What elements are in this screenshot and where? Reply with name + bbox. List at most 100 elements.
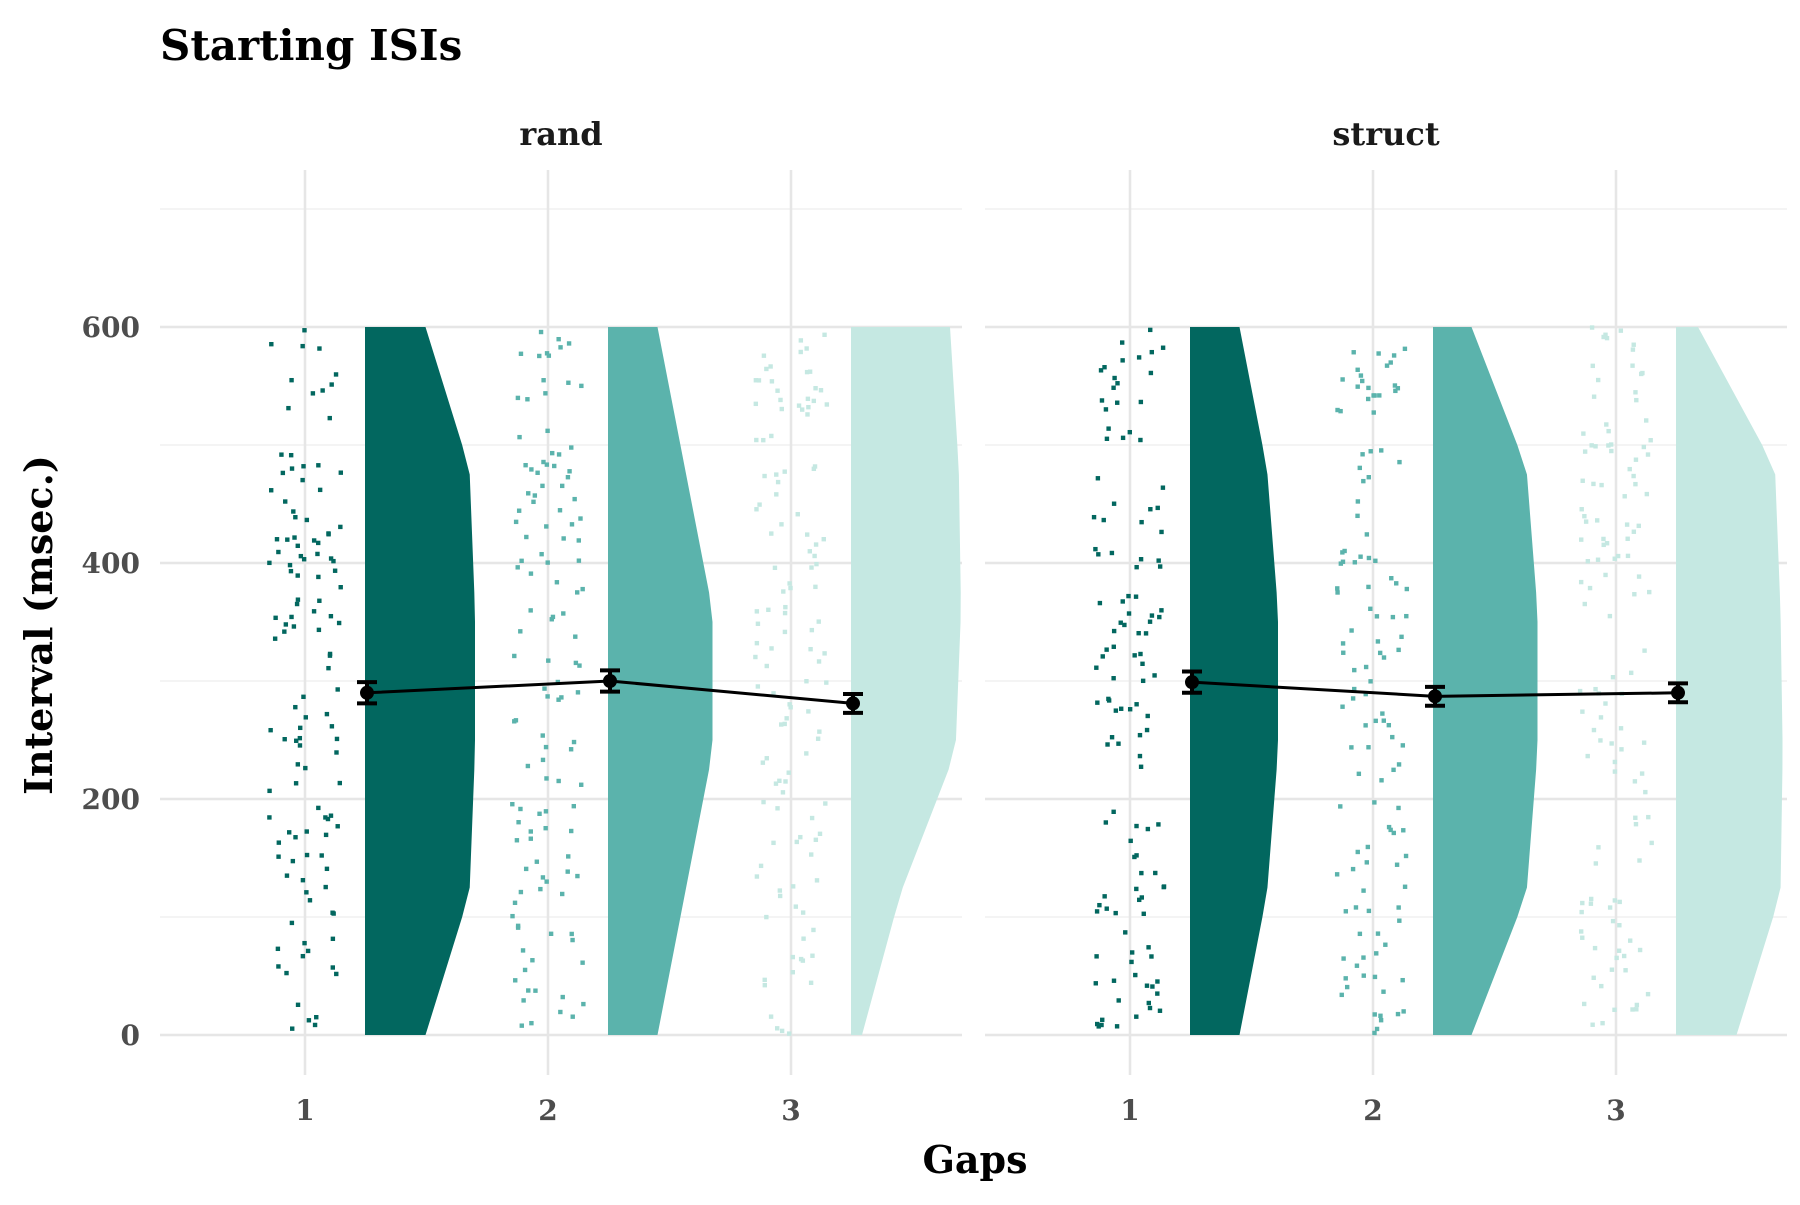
data-point	[1644, 491, 1650, 497]
data-point	[1341, 956, 1346, 961]
data-point	[1094, 954, 1099, 959]
data-point	[1133, 972, 1138, 978]
data-point	[815, 736, 821, 741]
data-point	[1134, 1014, 1139, 1019]
data-point	[1400, 743, 1406, 748]
data-point	[1388, 827, 1393, 833]
data-point	[1390, 734, 1395, 740]
data-point	[267, 788, 272, 794]
data-point	[804, 532, 810, 537]
data-point	[1603, 701, 1608, 706]
data-point	[581, 1001, 586, 1007]
data-point	[1591, 394, 1597, 399]
data-point	[1396, 762, 1402, 767]
data-point	[1134, 823, 1139, 829]
data-point	[1384, 363, 1390, 368]
data-point	[295, 573, 300, 578]
data-point	[1374, 1026, 1380, 1032]
data-point	[762, 982, 768, 988]
data-point	[282, 629, 287, 634]
data-point	[1126, 593, 1131, 599]
data-point	[756, 378, 762, 383]
data-point	[1599, 983, 1604, 989]
data-point	[1115, 400, 1120, 405]
data-point	[1375, 639, 1381, 644]
data-point	[334, 750, 339, 755]
data-point	[331, 558, 336, 564]
data-point	[328, 556, 334, 561]
data-point	[1372, 393, 1377, 398]
error-bar	[1182, 669, 1202, 695]
data-point	[1386, 824, 1392, 830]
data-point	[295, 597, 301, 602]
data-point	[1350, 866, 1356, 872]
data-point	[1580, 900, 1585, 906]
data-point	[1631, 473, 1636, 479]
data-point	[543, 744, 549, 750]
data-point	[305, 948, 311, 954]
data-point	[282, 737, 287, 742]
data-point	[1615, 553, 1621, 559]
data-point	[1397, 918, 1402, 923]
data-point	[1366, 555, 1372, 561]
data-point	[1355, 367, 1360, 372]
data-point	[332, 568, 338, 573]
data-point	[577, 663, 582, 668]
data-point	[518, 806, 523, 812]
data-point	[286, 405, 291, 411]
data-point	[276, 549, 281, 555]
data-point	[1618, 328, 1624, 333]
data-point	[1361, 955, 1366, 960]
data-point	[1103, 407, 1109, 412]
data-point	[1105, 742, 1110, 747]
data-point	[1150, 984, 1155, 989]
data-point	[790, 970, 795, 975]
data-point	[761, 353, 767, 358]
data-point	[328, 813, 334, 818]
data-point	[1604, 335, 1610, 341]
data-point	[779, 406, 784, 412]
data-point	[306, 1018, 312, 1023]
mean-point	[1428, 689, 1442, 704]
data-point	[1609, 741, 1614, 746]
data-point	[528, 571, 534, 576]
data-point	[1352, 686, 1357, 692]
data-point	[298, 553, 304, 559]
data-point	[267, 815, 272, 820]
data-point	[771, 840, 776, 846]
data-point	[777, 893, 783, 899]
data-point	[523, 462, 528, 468]
chart-title: Starting ISIs	[160, 21, 462, 70]
data-point	[529, 1020, 534, 1026]
data-point	[1159, 608, 1164, 613]
data-point	[1155, 979, 1160, 984]
data-point	[1591, 727, 1597, 733]
density-rand-1	[365, 327, 475, 1035]
data-point	[1111, 978, 1117, 983]
data-point	[1578, 929, 1584, 934]
data-point	[1589, 443, 1594, 448]
data-point	[1363, 723, 1368, 728]
data-point	[1128, 838, 1133, 844]
mean-point	[1671, 685, 1685, 700]
data-point	[821, 536, 826, 542]
data-point	[319, 853, 324, 858]
data-point	[814, 561, 819, 567]
data-point	[761, 799, 766, 805]
data-point	[1401, 1009, 1406, 1014]
data-point	[1631, 529, 1637, 534]
data-point	[1617, 899, 1622, 905]
data-point	[1376, 351, 1381, 356]
data-point	[575, 690, 581, 695]
data-point	[755, 621, 761, 626]
data-point	[809, 565, 814, 570]
data-point	[1379, 778, 1384, 783]
data-point	[569, 522, 575, 527]
data-point	[526, 491, 531, 496]
x-tick-label: 1	[295, 1094, 314, 1127]
data-point	[1596, 845, 1601, 850]
data-point	[1148, 370, 1154, 376]
data-point	[544, 776, 549, 781]
data-point	[1366, 908, 1372, 914]
facet-panel-struct: struct 1 2 3	[985, 115, 1787, 1127]
